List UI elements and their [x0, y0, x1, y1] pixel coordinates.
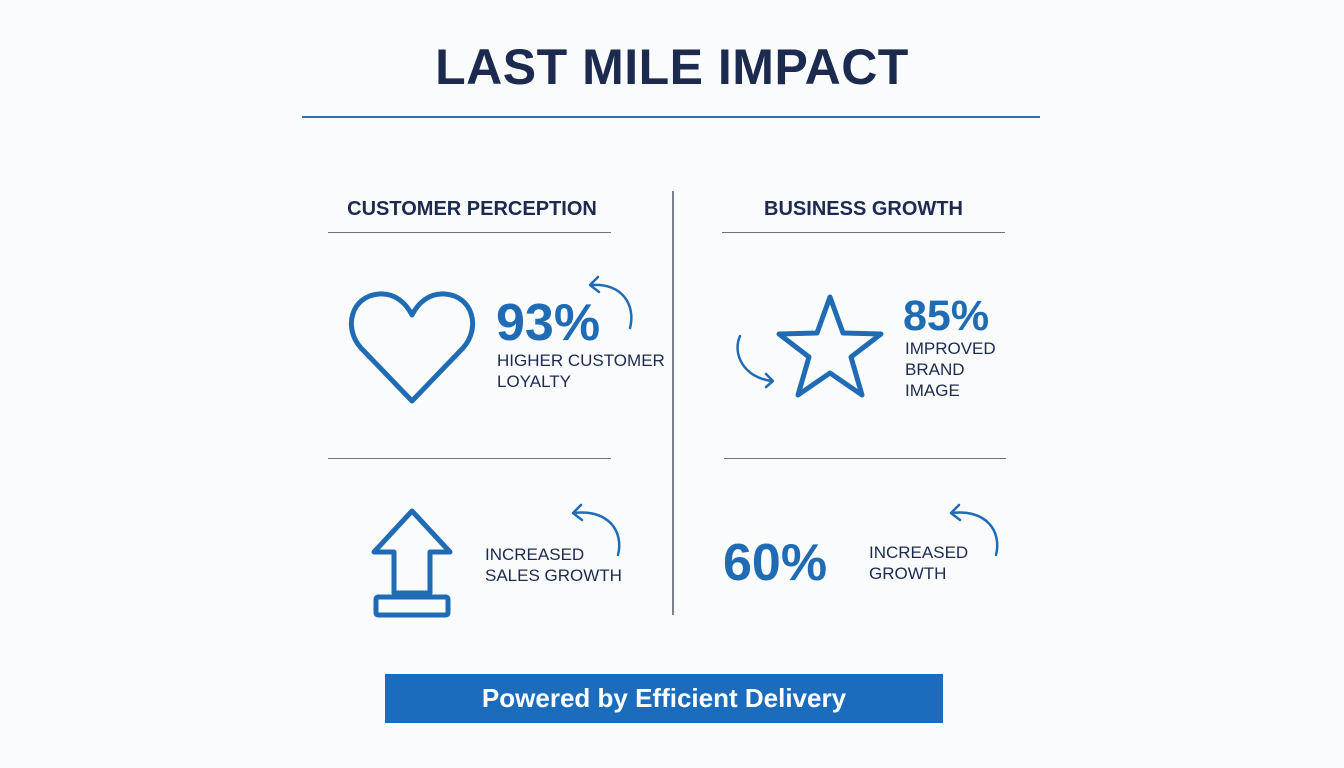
label-line: HIGHER CUSTOMER [497, 351, 665, 370]
heart-icon [348, 290, 476, 405]
item-rule [328, 458, 611, 459]
label-line: LOYALTY [497, 372, 572, 391]
curved-arrow-icon [946, 503, 1002, 559]
section-rule [328, 232, 611, 233]
label-line: IMAGE [905, 381, 960, 400]
column-divider [672, 191, 674, 615]
title-underline [302, 116, 1040, 118]
curved-arrow-icon [582, 275, 638, 331]
stat-label-brand-image: IMPROVED BRAND IMAGE [905, 338, 996, 401]
curved-arrow-icon [734, 334, 780, 390]
label-line: SALES GROWTH [485, 566, 622, 585]
item-rule [724, 458, 1006, 459]
stat-label-growth: INCREASED GROWTH [869, 542, 968, 584]
label-line: BRAND [905, 360, 965, 379]
section-heading-customer-perception: CUSTOMER PERCEPTION [347, 198, 597, 220]
stat-value-85: 85% [903, 292, 990, 340]
stat-value-93: 93% [496, 294, 601, 352]
section-heading-business-growth: BUSINESS GROWTH [764, 198, 963, 220]
page-title: LAST MILE IMPACT [435, 39, 909, 95]
stat-value-60: 60% [723, 534, 828, 592]
label-line: INCREASED [485, 545, 585, 564]
arrow-up-icon [370, 508, 454, 620]
label-line: INCREASED [869, 543, 969, 562]
label-line: IMPROVED [905, 339, 996, 358]
section-rule [722, 232, 1005, 233]
stat-label-loyalty: HIGHER CUSTOMER LOYALTY [497, 350, 665, 392]
label-line: GROWTH [869, 564, 947, 583]
star-icon [775, 293, 885, 399]
curved-arrow-icon [568, 503, 624, 559]
footer-banner: Powered by Efficient Delivery [385, 674, 943, 723]
stat-label-sales-growth: INCREASED SALES GROWTH [485, 544, 622, 586]
